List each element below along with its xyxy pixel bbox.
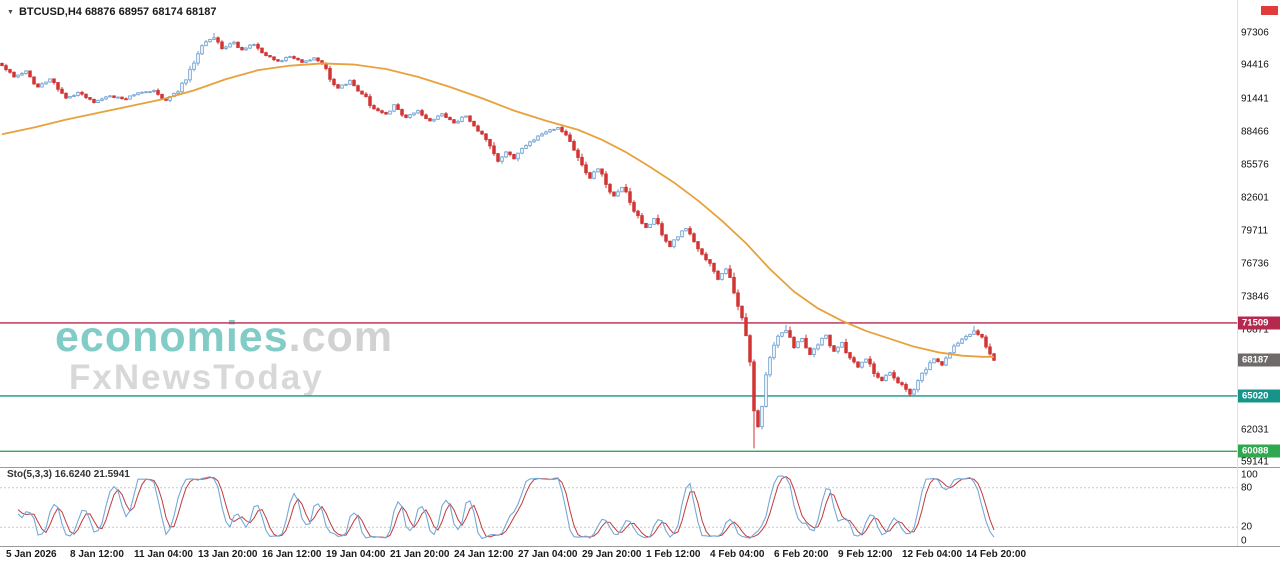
time-label: 8 Jan 12:00 (70, 549, 124, 560)
chart-icon: ▼ (7, 8, 14, 16)
stochastic-indicator-label: Sto(5,3,3) 16.6240 21.5941 (7, 469, 130, 480)
time-axis[interactable]: 5 Jan 2026 8 Jan 12:00 11 Jan 04:00 13 Jan … (0, 549, 1280, 563)
price-label: 76736 (1241, 258, 1269, 270)
price-label: 73846 (1241, 291, 1269, 303)
time-label: 21 Jan 20:00 (390, 549, 450, 560)
time-label: 29 Jan 20:00 (582, 549, 642, 560)
current-price-badge: 68187 (1238, 353, 1280, 367)
price-label: 70871 (1241, 324, 1269, 336)
symbol-ohlc-title: ▼ BTCUSD,H4 68876 68957 68174 68187 (7, 6, 216, 18)
time-label: 5 Jan 2026 (6, 549, 57, 560)
price-label: 62031 (1241, 424, 1269, 435)
sto-level-label: 80 (1241, 482, 1253, 494)
price-badge-60088: 60088 (1238, 444, 1280, 458)
time-label: 24 Jan 12:00 (454, 549, 514, 560)
price-label: 85576 (1241, 159, 1269, 171)
sto-level-label: 20 (1241, 521, 1253, 533)
price-label: 94416 (1241, 59, 1269, 71)
time-label: 19 Jan 04:00 (326, 549, 386, 560)
time-label: 13 Jan 20:00 (198, 549, 258, 560)
time-label: 9 Feb 12:00 (838, 549, 893, 560)
price-label: 82601 (1241, 192, 1269, 204)
time-label: 1 Feb 12:00 (646, 549, 701, 560)
watermark-tagline: FxNewsToday (69, 357, 324, 397)
time-label: 14 Feb 20:00 (966, 549, 1027, 560)
sto-level-label: 100 (1241, 469, 1258, 480)
time-label: 6 Feb 20:00 (774, 549, 829, 560)
price-label: 59141 (1241, 456, 1269, 468)
price-badge-65020: 65020 (1238, 389, 1280, 403)
price-badge-71509: 71509 (1238, 316, 1280, 330)
time-label: 4 Feb 04:00 (710, 549, 765, 560)
price-label: 79711 (1241, 225, 1269, 237)
sto-level-label: 0 (1241, 535, 1247, 546)
time-label: 16 Jan 12:00 (262, 549, 322, 560)
time-label: 11 Jan 04:00 (134, 549, 193, 560)
top-right-marker (1261, 6, 1278, 15)
time-label: 12 Feb 04:00 (902, 549, 963, 560)
price-label: 91441 (1241, 93, 1269, 105)
time-label: 27 Jan 04:00 (518, 549, 578, 560)
price-label: 97306 (1241, 27, 1269, 39)
price-label: 88466 (1241, 126, 1269, 138)
symbol-ohlc-text: BTCUSD,H4 68876 68957 68174 68187 (18, 6, 217, 18)
